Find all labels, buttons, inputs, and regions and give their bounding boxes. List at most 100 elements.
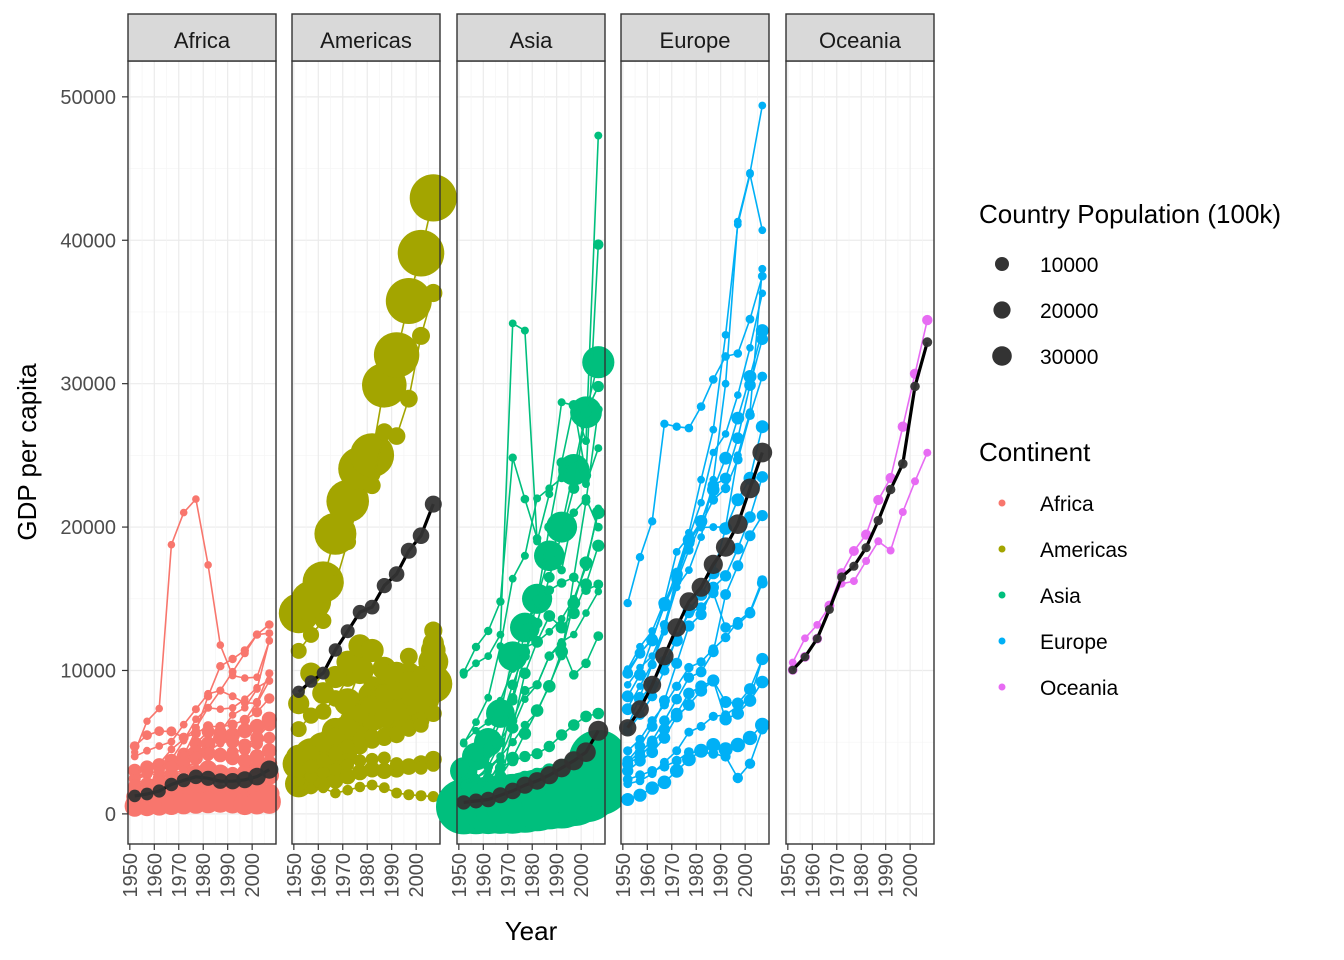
data-point: [520, 685, 530, 696]
data-point: [659, 761, 670, 772]
data-point: [141, 768, 153, 780]
data-point: [261, 743, 277, 759]
data-point: [709, 425, 718, 434]
data-point: [228, 667, 237, 676]
data-point: [483, 742, 494, 754]
data-point: [732, 772, 743, 784]
data-point: [508, 319, 517, 328]
legend-size-entry: 10000: [995, 254, 1098, 277]
data-point: [327, 575, 344, 592]
data-point: [315, 703, 332, 720]
data-point: [568, 719, 580, 731]
data-point: [733, 220, 742, 229]
data-point: [645, 781, 659, 795]
data-point: [734, 391, 742, 399]
data-point: [582, 609, 590, 617]
data-point: [228, 704, 237, 712]
y-axis: 0 10000 20000 30000 40000 50000: [60, 87, 128, 826]
legend-color-label: Asia: [1040, 585, 1081, 608]
data-point: [579, 556, 593, 570]
data-point: [671, 755, 682, 766]
facet-strip: [456, 13, 606, 62]
data-point: [350, 433, 395, 478]
data-point: [568, 482, 580, 494]
data-point: [545, 627, 554, 636]
average-point: [140, 787, 154, 801]
data-point: [581, 496, 591, 506]
data-point: [635, 770, 645, 781]
data-point: [862, 557, 871, 565]
data-point: [241, 704, 249, 712]
data-point: [471, 642, 481, 652]
data-point: [425, 705, 442, 722]
data-point: [671, 693, 682, 705]
legend-color-title: Continent: [979, 437, 1091, 467]
data-point: [709, 448, 718, 457]
data-point: [143, 746, 151, 755]
data-point: [720, 589, 731, 600]
data-point: [707, 479, 719, 492]
data-point: [634, 750, 646, 763]
data-point: [731, 697, 744, 710]
data-point: [520, 494, 530, 504]
data-point: [459, 670, 468, 679]
data-point: [216, 686, 225, 695]
data-point: [324, 665, 347, 689]
data-point: [423, 652, 443, 672]
data-point: [593, 631, 604, 641]
country-series: [292, 751, 440, 788]
country-line: [463, 447, 600, 744]
data-point: [744, 607, 756, 619]
legend-size-title: Country Population (100k): [979, 199, 1281, 229]
data-point: [265, 636, 274, 645]
x-tick-label: 1990: [876, 853, 898, 898]
data-point: [569, 454, 578, 463]
data-point: [660, 623, 669, 632]
legend-size-key: [993, 301, 1011, 319]
data-point: [263, 731, 276, 745]
legend-color-entry: Europe: [998, 631, 1108, 654]
data-point: [758, 289, 767, 298]
data-point: [646, 746, 659, 759]
legend-color-entry: Africa: [998, 493, 1094, 516]
average-point: [667, 618, 686, 637]
average-point: [643, 675, 662, 694]
data-point: [338, 717, 357, 736]
data-point: [731, 493, 745, 507]
average-point: [316, 666, 330, 680]
data-point: [744, 683, 756, 696]
data-point: [472, 718, 480, 726]
y-tick-label: 40000: [60, 230, 116, 252]
data-point: [330, 787, 341, 799]
average-point: [824, 605, 834, 614]
panel-background: [621, 61, 769, 844]
data-point: [621, 703, 634, 716]
data-point: [593, 239, 604, 250]
data-point: [470, 751, 482, 762]
data-point: [555, 729, 568, 741]
facet-label: Asia: [510, 28, 554, 53]
data-point: [228, 654, 237, 664]
data-point: [543, 610, 556, 622]
data-point: [508, 574, 517, 583]
data-point: [633, 788, 647, 802]
data-point: [339, 768, 356, 785]
data-point: [531, 635, 543, 648]
data-point: [720, 483, 731, 494]
data-point: [129, 741, 140, 751]
data-point: [426, 758, 440, 772]
facet-label: Americas: [320, 28, 412, 53]
data-point: [582, 346, 615, 379]
data-point: [636, 682, 644, 690]
average-point: [224, 773, 241, 790]
data-point: [670, 707, 683, 720]
data-point: [507, 679, 518, 691]
y-tick-label: 30000: [60, 374, 116, 396]
data-point: [874, 537, 883, 546]
x-tick-label: 1980: [522, 853, 544, 898]
data-point: [496, 752, 505, 761]
country-series: [622, 674, 769, 777]
average-point: [849, 561, 859, 571]
data-point: [898, 508, 907, 516]
data-point: [580, 578, 592, 591]
